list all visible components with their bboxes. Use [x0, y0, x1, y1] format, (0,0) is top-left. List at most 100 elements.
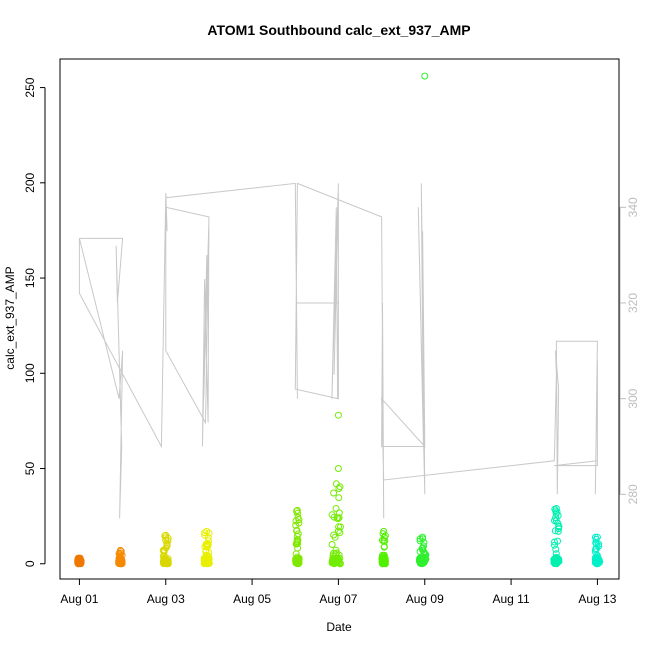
plot-area	[74, 72, 603, 568]
data-point	[75, 556, 83, 564]
data-point	[330, 558, 338, 566]
y2-series-line	[78, 182, 598, 519]
y-tick-label: 200	[23, 172, 37, 192]
data-point	[552, 517, 560, 525]
data-point	[292, 521, 300, 529]
chart-title: ATOM1 Southbound calc_ext_937_AMP	[207, 22, 470, 38]
data-point	[292, 540, 300, 548]
scatter-cluster-2	[159, 531, 172, 568]
data-point	[292, 559, 300, 567]
data-point	[118, 551, 126, 559]
data-point	[419, 533, 427, 541]
scatter-cluster-5	[328, 411, 344, 568]
y2-tick-label: 280	[626, 484, 640, 504]
y2-tick-label: 320	[626, 293, 640, 313]
data-point	[335, 558, 343, 566]
data-point	[330, 489, 338, 497]
data-point	[551, 527, 559, 535]
data-point	[328, 511, 336, 519]
x-tick-label: Aug 01	[60, 592, 98, 606]
data-point	[551, 541, 558, 549]
x-tick-label: Aug 09	[406, 592, 444, 606]
data-point	[334, 465, 342, 472]
data-point	[417, 559, 425, 567]
data-point	[293, 507, 301, 515]
scatter-cluster-0	[74, 554, 85, 568]
scatter-cluster-6	[378, 527, 389, 568]
data-point	[551, 538, 558, 546]
data-point	[380, 527, 388, 535]
data-point	[201, 531, 209, 539]
data-point	[203, 540, 211, 548]
data-point	[330, 531, 338, 539]
data-point	[334, 411, 342, 419]
y-axis-label: calc_ext_937_AMP	[3, 266, 17, 369]
scatter-cluster-3	[200, 527, 213, 568]
data-point	[552, 505, 560, 512]
y-axis: 0 50 100 150 200 250	[23, 77, 46, 567]
y-tick-label: 0	[23, 560, 37, 567]
data-point	[554, 527, 562, 535]
data-point	[552, 545, 560, 553]
y-tick-label: 150	[23, 268, 37, 288]
x-tick-label: Aug 05	[233, 592, 271, 606]
data-point	[294, 544, 302, 552]
data-point	[295, 516, 303, 524]
data-point	[420, 542, 428, 550]
x-tick-label: Aug 13	[578, 592, 616, 606]
data-point	[160, 557, 168, 565]
data-point	[203, 554, 211, 562]
x-tick-label: Aug 03	[147, 592, 185, 606]
data-point	[553, 508, 561, 516]
data-point	[205, 529, 213, 537]
data-point	[163, 542, 171, 550]
data-point	[592, 539, 600, 547]
data-point	[420, 558, 428, 566]
data-point	[593, 533, 601, 541]
y-tick-label: 50	[23, 462, 37, 476]
data-point	[332, 546, 340, 554]
data-point	[332, 480, 340, 488]
scatter-cluster-4	[292, 506, 303, 568]
data-point	[332, 505, 340, 512]
scatter-cluster-8	[550, 505, 563, 568]
data-point	[591, 548, 599, 556]
data-point	[552, 556, 560, 564]
y2-tick-label: 300	[626, 388, 640, 408]
x-tick-label: Aug 11	[493, 592, 530, 606]
scatter-cluster-9	[591, 533, 603, 568]
data-point	[293, 506, 301, 514]
data-point	[380, 537, 388, 545]
data-point	[334, 527, 342, 535]
x-axis: Aug 01 Aug 03 Aug 05 Aug 07 Aug 09 Aug 11 Aug …	[60, 578, 617, 606]
data-point	[204, 558, 212, 566]
y-tick-label: 100	[23, 363, 37, 383]
data-point	[163, 539, 171, 547]
data-point	[202, 548, 210, 556]
data-point	[116, 546, 124, 554]
data-point	[553, 557, 561, 565]
y-tick-label: 250	[23, 77, 37, 97]
data-point	[116, 558, 124, 566]
data-point	[555, 522, 563, 530]
data-point	[334, 515, 342, 523]
data-point	[421, 551, 429, 558]
x-axis-label: Date	[326, 620, 352, 634]
data-point	[161, 532, 169, 540]
data-point	[379, 554, 386, 562]
data-point	[593, 558, 600, 566]
data-point	[203, 527, 211, 535]
data-point	[117, 560, 125, 568]
data-point	[380, 558, 388, 566]
data-point	[336, 529, 344, 537]
data-point	[421, 72, 429, 80]
data-point	[162, 531, 170, 539]
data-point	[293, 557, 301, 565]
y2-tick-label: 340	[626, 197, 640, 217]
data-point	[419, 546, 427, 554]
data-point	[328, 557, 336, 565]
scatter-cluster-7	[415, 72, 430, 568]
secondary-y-axis: 280 300 320 340	[619, 197, 640, 504]
scatter-cluster-1	[115, 546, 126, 568]
